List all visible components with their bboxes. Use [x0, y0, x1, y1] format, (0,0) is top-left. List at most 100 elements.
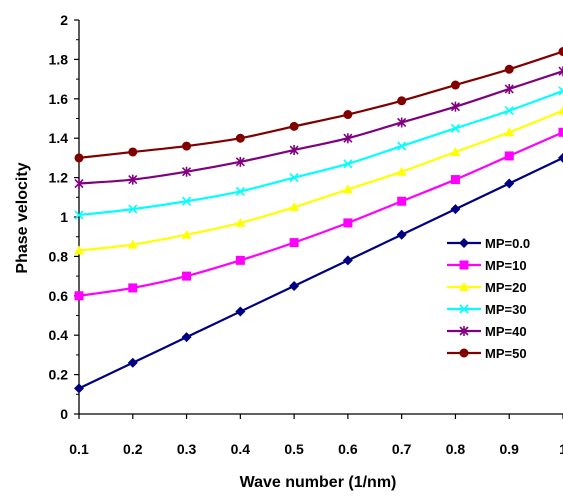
- legend-item: MP=10: [447, 258, 527, 273]
- legend-swatch-marker: [459, 282, 469, 291]
- x-tick-label: 0.5: [284, 441, 304, 457]
- data-point: [74, 178, 84, 189]
- x-tick-label: 0.4: [231, 441, 251, 457]
- data-point: [558, 66, 563, 77]
- legend-item: MP=40: [447, 324, 527, 339]
- data-point: [181, 196, 192, 206]
- data-point: [235, 217, 246, 227]
- data-point: [343, 110, 353, 120]
- axes: 0 0.2 0.4 0.6 0.8 1 1.2 1.4 1.6 1.8 2 0.1 0.2 0.3 0.4 0…: [49, 12, 563, 457]
- legend-swatch-marker: [459, 304, 469, 314]
- legend-item: MP=50: [447, 346, 527, 361]
- x-tick-label: 0.7: [392, 441, 412, 457]
- data-point: [343, 218, 353, 228]
- data-point: [128, 283, 138, 293]
- x-tick-label: 0.3: [177, 441, 197, 457]
- legend-swatch-marker: [459, 348, 469, 358]
- data-point: [289, 238, 299, 248]
- series-line: [78, 50, 563, 159]
- data-point: [127, 357, 138, 368]
- legend-item: MP=30: [447, 302, 527, 317]
- x-tick-label: 0.2: [123, 441, 143, 457]
- data-point: [397, 96, 407, 106]
- series-line: [78, 89, 563, 217]
- data-point: [128, 147, 138, 157]
- data-point: [342, 184, 353, 194]
- data-point: [558, 152, 563, 163]
- y-axis-title: Phase velocity: [14, 162, 31, 273]
- data-point: [182, 141, 192, 151]
- y-tick-label: 1.2: [49, 170, 69, 186]
- data-point: [235, 133, 245, 143]
- series-mp-20: [74, 105, 563, 255]
- data-point: [397, 117, 407, 128]
- y-tick-label: 1.6: [49, 91, 69, 107]
- data-point: [235, 156, 245, 167]
- data-point: [128, 174, 138, 185]
- data-point: [504, 127, 515, 137]
- legend-swatch-marker: [459, 238, 469, 248]
- data-point: [558, 47, 563, 57]
- y-tick-label: 0.8: [49, 248, 69, 264]
- data-point: [558, 86, 563, 96]
- y-tick-label: 0.4: [49, 327, 69, 343]
- data-point: [450, 204, 461, 215]
- data-point: [181, 332, 192, 343]
- data-point: [450, 101, 461, 112]
- x-tick-label: 0.6: [338, 441, 358, 457]
- legend-label: MP=10: [485, 258, 527, 273]
- data-point: [558, 127, 563, 137]
- data-point: [397, 196, 407, 206]
- data-point: [289, 280, 300, 291]
- data-point: [558, 105, 563, 115]
- series-line: [78, 131, 563, 297]
- y-tick-label: 0: [60, 406, 68, 422]
- data-point: [450, 146, 461, 156]
- data-point: [235, 186, 245, 196]
- data-point: [74, 153, 84, 163]
- data-point: [235, 306, 246, 317]
- x-tick-label: 0.9: [499, 441, 519, 457]
- series-mp-0-0: [74, 152, 563, 394]
- data-point: [289, 145, 299, 156]
- legend-label: MP=50: [485, 346, 527, 361]
- series-mp-40: [74, 66, 563, 189]
- data-point: [128, 204, 138, 214]
- data-point: [342, 255, 353, 266]
- y-tick-label: 1: [60, 209, 68, 225]
- y-tick-label: 0.6: [49, 288, 69, 304]
- legend-item: MP=20: [447, 280, 527, 295]
- data-point: [343, 133, 353, 144]
- legend-label: MP=0.0: [485, 236, 530, 251]
- data-point: [235, 255, 245, 265]
- data-point: [396, 229, 407, 240]
- legend: MP=0.0 MP=10 MP=20 MP=30 MP=40 MP=50: [447, 236, 530, 361]
- data-point: [504, 151, 514, 161]
- x-axis-title: Wave number (1/nm): [240, 474, 397, 491]
- data-point: [74, 383, 84, 394]
- data-point: [74, 245, 84, 255]
- series-layer: [74, 47, 563, 394]
- x-tick-label: 0.1: [69, 441, 89, 457]
- data-point: [127, 239, 138, 249]
- data-point: [343, 159, 353, 169]
- data-point: [181, 166, 192, 177]
- legend-label: MP=30: [485, 302, 527, 317]
- data-point: [74, 291, 84, 301]
- data-point: [504, 83, 514, 94]
- data-point: [182, 271, 192, 281]
- series-mp-50: [74, 47, 563, 163]
- data-point: [396, 166, 407, 176]
- legend-label: MP=20: [485, 280, 527, 295]
- series-line: [78, 156, 563, 390]
- data-point: [181, 229, 192, 239]
- data-point: [289, 173, 299, 183]
- series-mp-10: [74, 127, 563, 301]
- x-tick-label: 1: [559, 441, 563, 457]
- data-point: [74, 210, 84, 220]
- legend-swatch-marker: [459, 326, 469, 336]
- data-point: [289, 202, 300, 212]
- data-point: [450, 175, 460, 185]
- legend-item: MP=0.0: [447, 236, 530, 251]
- y-tick-label: 2: [60, 12, 68, 28]
